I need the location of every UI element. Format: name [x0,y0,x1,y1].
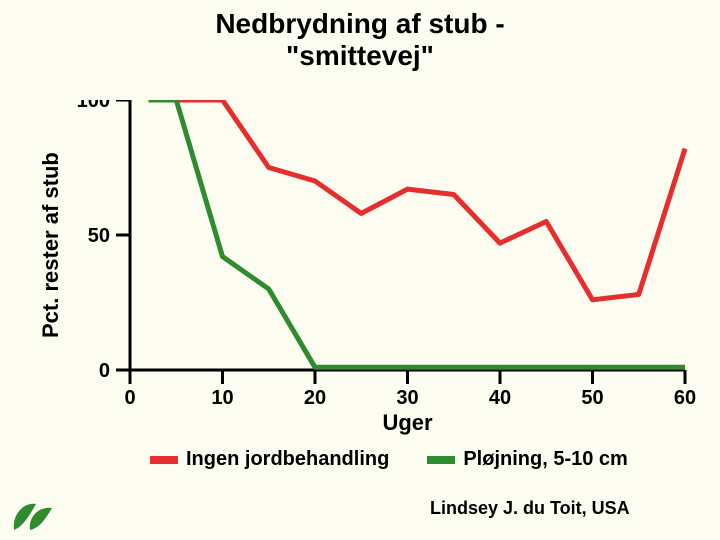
slide: Nedbrydning af stub - "smittevej" 050100… [0,0,720,540]
legend-swatch-0 [150,456,178,464]
chart-area: 0501000102030405060 Pct. rester af stub … [0,100,720,420]
svg-text:20: 20 [304,387,326,409]
legend-swatch-1 [427,456,455,464]
svg-text:50: 50 [581,387,603,409]
x-axis-label: Uger [130,410,685,436]
y-axis-label: Pct. rester af stub [38,152,64,338]
svg-text:10: 10 [211,387,233,409]
svg-text:40: 40 [489,387,511,409]
legend-item-0: Ingen jordbehandling [150,448,389,471]
svg-text:50: 50 [88,225,110,247]
svg-text:0: 0 [124,387,135,409]
chart-title: Nedbrydning af stub - "smittevej" [0,0,720,72]
svg-text:100: 100 [77,100,110,112]
legend-label-0: Ingen jordbehandling [186,448,389,471]
title-line-2: "smittevej" [286,40,434,71]
svg-text:60: 60 [674,387,696,409]
legend: Ingen jordbehandling Pløjning, 5-10 cm [150,448,628,471]
title-line-1: Nedbrydning af stub - [215,8,504,39]
svg-text:30: 30 [396,387,418,409]
svg-text:0: 0 [99,360,110,382]
chart-svg: 0 50 100 0 10 20 30 40 50 60 [0,100,720,420]
leaf-logo-icon [6,484,66,539]
attribution: Lindsey J. du Toit, USA [430,498,630,519]
legend-label-1: Pløjning, 5-10 cm [463,448,627,471]
legend-item-1: Pløjning, 5-10 cm [427,448,627,471]
